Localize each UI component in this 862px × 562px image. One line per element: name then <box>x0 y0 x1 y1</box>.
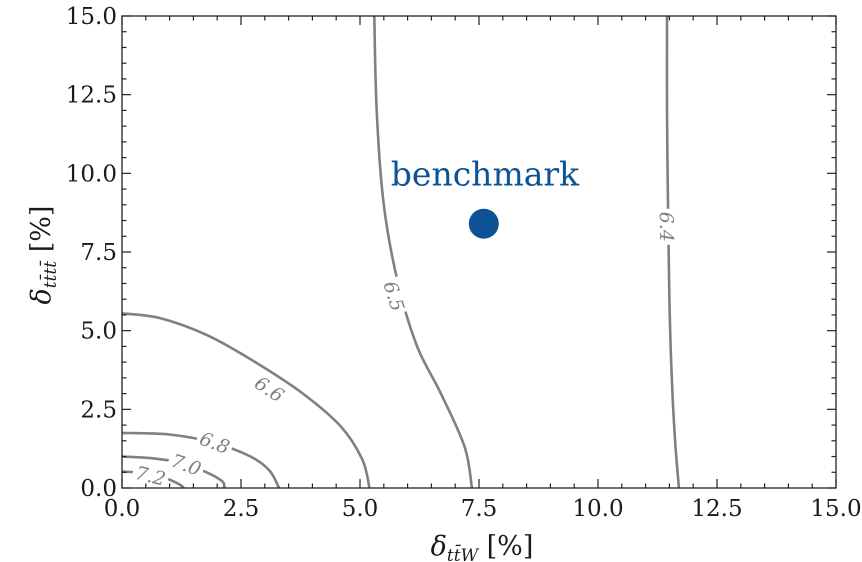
contour-label-gap <box>248 369 291 409</box>
contour-label-6.4: 6.4 <box>655 212 677 243</box>
y-tick-label: 7.5 <box>80 240 117 266</box>
x-tick-label: 7.5 <box>461 496 498 522</box>
x-tick-label: 10.0 <box>572 496 623 522</box>
y-axis-label: δtt̄tt̄ [%] <box>26 206 61 305</box>
contour-label-6.5: 6.5 <box>378 279 408 314</box>
contour-labels: 6.4 6.5 6.6 6.87.07.2 <box>130 208 679 491</box>
contour-label-gap <box>130 460 171 491</box>
plot-frame <box>121 15 837 489</box>
contour-label-gap <box>194 425 236 459</box>
contour-label-group-7.2: 7.2 <box>130 460 171 491</box>
x-tick-label: 5.0 <box>342 496 379 522</box>
axis-ticks <box>121 15 837 489</box>
contour-label-group-6.8: 6.8 <box>194 425 236 459</box>
y-tick-label: 0.0 <box>80 476 117 502</box>
x-tick-label: 0.0 <box>104 496 141 522</box>
tick-labels: 0.0 2.5 5.0 7.5 10.0 12.5 15.0 0.0 2.5 5.0 7.5 10.0… <box>66 4 862 522</box>
y-tick-label: 10.0 <box>66 161 117 187</box>
contour-label-group-7.0: 7.0 <box>165 447 207 481</box>
benchmark-marker <box>468 208 499 239</box>
contour-label-gap <box>655 208 679 245</box>
contour-label-group-6.5: 6.5 <box>378 275 411 317</box>
contour-label-gap <box>165 447 207 481</box>
contour-line-6.4 <box>665 15 681 489</box>
contour-label-gap <box>378 275 411 317</box>
contour-line-6.6 <box>121 312 371 489</box>
y-tick-label: 5.0 <box>80 319 117 345</box>
contour-line-6.8 <box>121 431 281 489</box>
contour-line-6.5 <box>373 15 474 489</box>
contour-label-7.2: 7.2 <box>133 462 168 491</box>
x-tick-label: 15.0 <box>810 496 861 522</box>
benchmark-label: benchmark <box>391 155 580 194</box>
x-tick-label: 2.5 <box>223 496 260 522</box>
x-tick-label: 12.5 <box>691 496 742 522</box>
contour-label-group-6.6: 6.6 <box>248 369 291 409</box>
y-tick-label: 2.5 <box>80 397 117 423</box>
benchmark-group: benchmark <box>391 155 580 239</box>
y-tick-label: 12.5 <box>66 83 117 109</box>
x-axis-label: δtt̄W [%] <box>431 531 534 562</box>
contour-label-group-6.4: 6.4 <box>655 208 679 245</box>
contour-lines <box>121 15 681 490</box>
y-tick-label: 15.0 <box>66 4 117 30</box>
